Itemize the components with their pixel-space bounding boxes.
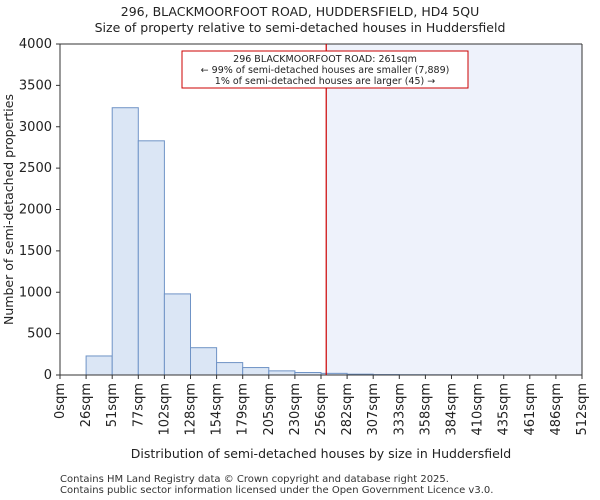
- histogram-bar: [217, 363, 243, 375]
- x-tick-label: 282sqm: [340, 383, 355, 436]
- x-tick-label: 512sqm: [575, 383, 590, 436]
- x-tick-label: 486sqm: [549, 383, 564, 436]
- x-tick-label: 102sqm: [157, 383, 172, 436]
- x-tick-label: 256sqm: [314, 383, 329, 436]
- x-tick-label: 435sqm: [497, 383, 512, 436]
- x-tick-label: 77sqm: [131, 383, 146, 427]
- histogram-bar: [164, 294, 190, 375]
- footer-licence: Contains public sector information licen…: [60, 485, 493, 496]
- y-tick-label: 2000: [19, 203, 52, 218]
- y-tick-label: 500: [27, 327, 52, 342]
- y-tick-label: 3000: [19, 120, 52, 135]
- larger-region-shade: [326, 44, 582, 375]
- histogram-bar: [269, 371, 295, 375]
- histogram-bar: [138, 141, 164, 375]
- x-tick-label: 154sqm: [210, 383, 225, 436]
- x-tick-label: 179sqm: [236, 383, 251, 436]
- y-tick-label: 0: [44, 368, 52, 383]
- histogram-bar: [86, 356, 112, 375]
- x-tick-label: 358sqm: [418, 383, 433, 436]
- x-tick-label: 51sqm: [105, 383, 120, 427]
- histogram-bar: [243, 368, 269, 375]
- histogram-bar: [112, 108, 138, 375]
- footer-copyright: Contains HM Land Registry data © Crown c…: [60, 474, 449, 485]
- histogram-bar: [191, 348, 217, 375]
- y-tick-label: 2500: [19, 161, 52, 176]
- x-tick-label: 205sqm: [262, 383, 277, 436]
- y-tick-label: 4000: [19, 37, 52, 52]
- annotation-line: ← 99% of semi-detached houses are smalle…: [201, 65, 450, 76]
- x-tick-label: 0sqm: [53, 383, 68, 419]
- y-axis-title: Number of semi-detached properties: [1, 94, 16, 325]
- annotation-line: 1% of semi-detached houses are larger (4…: [215, 76, 435, 87]
- x-axis-title: Distribution of semi-detached houses by …: [131, 446, 511, 461]
- x-tick-label: 333sqm: [392, 383, 407, 436]
- y-tick-label: 3500: [19, 78, 52, 93]
- x-tick-label: 230sqm: [288, 383, 303, 436]
- x-tick-label: 307sqm: [366, 383, 381, 436]
- x-tick-label: 128sqm: [184, 383, 199, 436]
- x-tick-label: 461sqm: [523, 383, 538, 436]
- annotation-line: 296 BLACKMOORFOOT ROAD: 261sqm: [233, 54, 417, 65]
- y-tick-label: 1500: [19, 244, 52, 259]
- y-tick-label: 1000: [19, 285, 52, 300]
- x-tick-label: 384sqm: [445, 383, 460, 436]
- histogram-chart: 0 500 1000 1500 2000 2500 3000 3500 4000 0sqm 26sq…: [0, 0, 600, 500]
- x-tick-label: 410sqm: [471, 383, 486, 436]
- x-tick-label: 26sqm: [79, 383, 94, 427]
